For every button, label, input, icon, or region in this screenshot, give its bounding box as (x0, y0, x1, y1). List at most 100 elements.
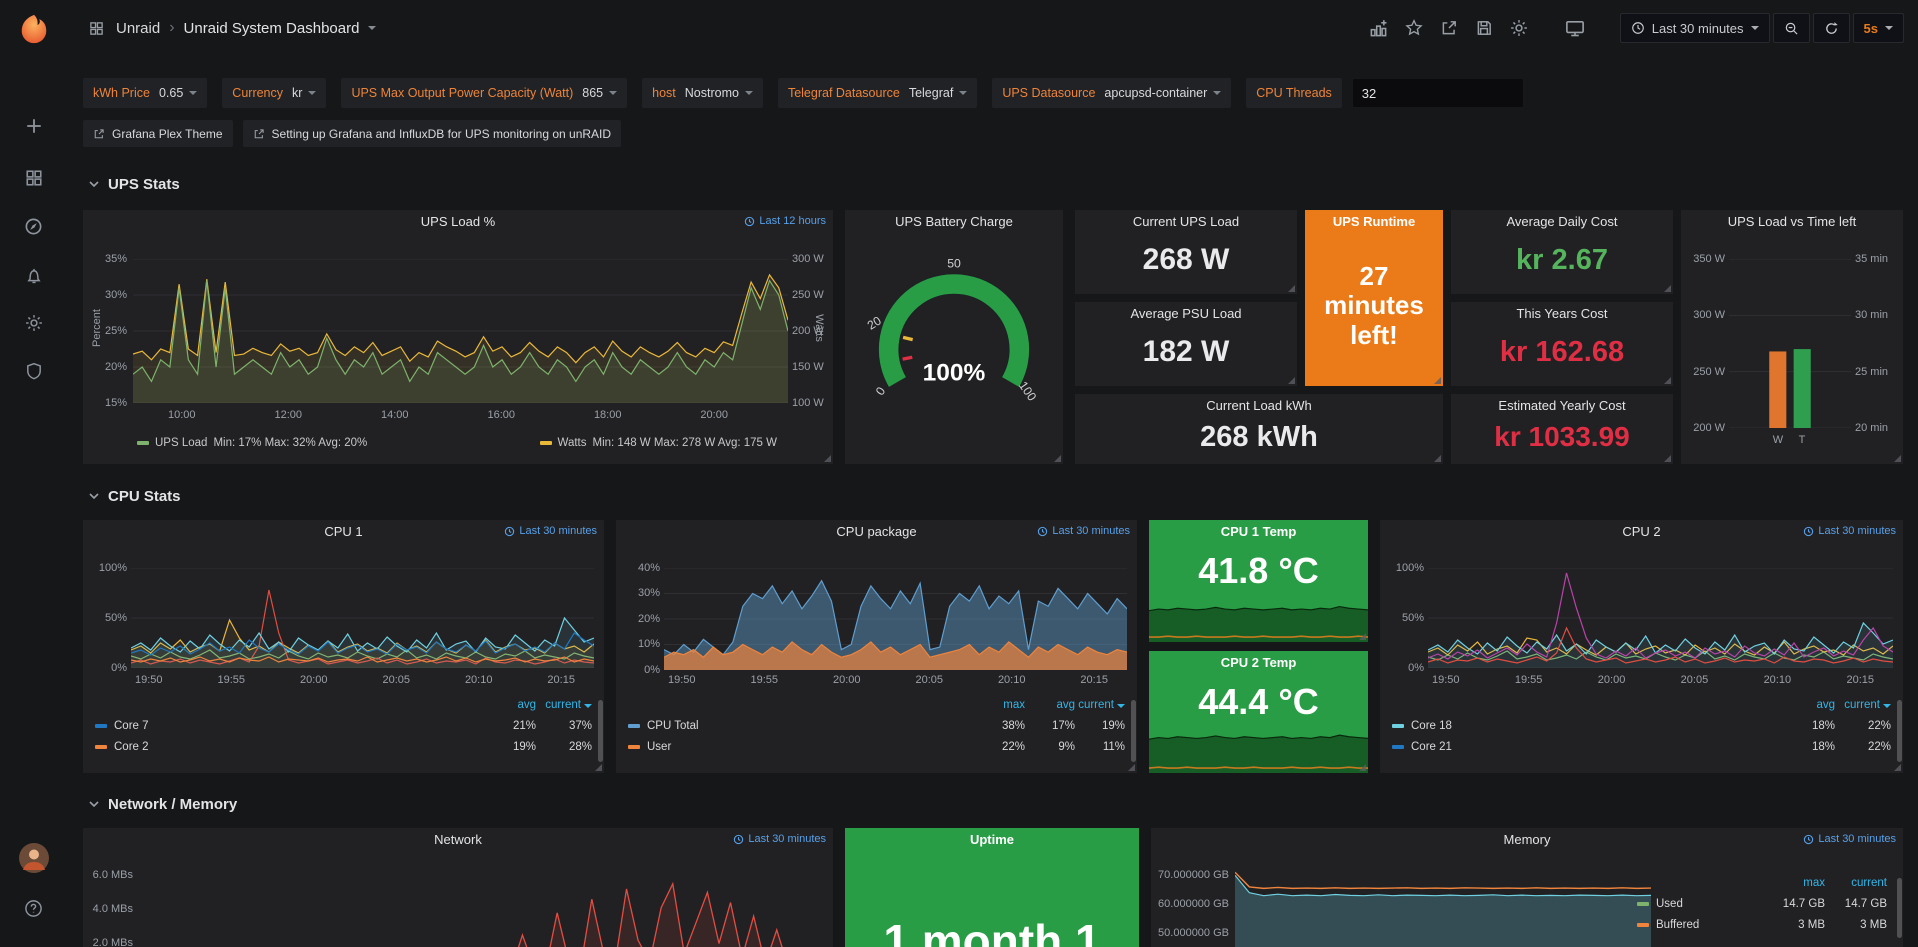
panel-title[interactable]: CPU 2 Temp (1220, 655, 1297, 670)
grafana-logo[interactable] (17, 12, 51, 46)
series-color-marker[interactable] (1392, 723, 1404, 728)
series-name[interactable]: Core 18 (1411, 719, 1452, 732)
time-picker-button[interactable]: Last 30 minutes (1619, 13, 1770, 43)
memory-chart[interactable] (1235, 848, 1651, 947)
panel-title[interactable]: CPU 1 Temp (1220, 524, 1297, 539)
row-header-cpu-stats[interactable]: CPU Stats (88, 484, 181, 508)
ups-load-chart[interactable] (133, 259, 788, 403)
panel-title[interactable]: UPS Runtime (1332, 214, 1416, 229)
series-color-marker[interactable] (1637, 901, 1649, 906)
series-name[interactable]: Watts (557, 437, 587, 449)
configuration-gear-icon[interactable] (21, 310, 47, 336)
dashboard-settings-gear-icon[interactable] (1508, 17, 1530, 39)
resize-handle[interactable] (1359, 633, 1366, 640)
resize-handle[interactable] (824, 455, 831, 462)
refresh-interval-button[interactable]: 5s (1852, 13, 1904, 43)
variable-kwh-price[interactable]: kWh Price 0.65 (83, 78, 208, 108)
legend-scrollbar[interactable] (1897, 700, 1902, 762)
legend-sort-current[interactable]: current (536, 699, 592, 711)
link-ups-monitoring-guide[interactable]: Setting up Grafana and InfluxDB for UPS … (242, 120, 622, 147)
resize-handle[interactable] (595, 764, 602, 771)
dashboard-title[interactable]: Unraid System Dashboard (183, 19, 360, 37)
series-color-marker[interactable] (95, 723, 107, 728)
panel-title[interactable]: CPU package (836, 524, 917, 539)
panel-title[interactable]: Estimated Yearly Cost (1498, 398, 1626, 413)
apps-grid-icon[interactable] (85, 17, 107, 39)
panel-title[interactable]: This Years Cost (1516, 306, 1608, 321)
legend-sort-avg[interactable]: avg (1056, 698, 1075, 711)
series-name[interactable]: UPS Load (155, 437, 208, 449)
series-color-marker[interactable] (95, 744, 107, 749)
legend-scrollbar[interactable] (1131, 700, 1136, 762)
save-icon[interactable] (1473, 17, 1495, 39)
resize-handle[interactable] (1288, 285, 1295, 292)
legend-sort-current[interactable]: current (1851, 876, 1887, 889)
legend-scrollbar[interactable] (598, 700, 603, 762)
series-name[interactable]: Used (1656, 897, 1683, 910)
dashboard-title-caret-icon[interactable] (368, 26, 377, 30)
legend-sort-current[interactable]: current (1075, 699, 1125, 711)
series-color-marker[interactable] (137, 441, 149, 445)
ups-load-time-bar-chart[interactable] (1729, 259, 1851, 428)
variable-telegraf-datasource[interactable]: Telegraf Datasource Telegraf (777, 78, 978, 108)
legend-sort-avg[interactable]: avg (517, 698, 536, 711)
panel-title[interactable]: Current Load kWh (1206, 398, 1312, 413)
breadcrumb-app[interactable]: Unraid (116, 19, 161, 37)
row-header-ups-stats[interactable]: UPS Stats (88, 172, 180, 196)
series-name[interactable]: Core 7 (114, 719, 149, 732)
panel-title[interactable]: Average PSU Load (1130, 306, 1242, 321)
alerting-bell-icon[interactable] (21, 262, 47, 288)
cpu2-chart[interactable] (1428, 568, 1893, 668)
resize-handle[interactable] (1434, 377, 1441, 384)
cpu-package-chart[interactable] (664, 568, 1127, 670)
variable-currency[interactable]: Currency kr (222, 78, 327, 108)
series-name[interactable]: Buffered (1656, 918, 1700, 931)
share-icon[interactable] (1438, 17, 1460, 39)
panel-title[interactable]: UPS Battery Charge (895, 214, 1013, 229)
variable-value[interactable]: kr (292, 86, 317, 100)
cpu1-chart[interactable] (131, 568, 594, 668)
series-name[interactable]: User (647, 740, 672, 753)
legend-scrollbar[interactable] (1897, 878, 1902, 938)
resize-handle[interactable] (1664, 455, 1671, 462)
panel-title[interactable]: CPU 2 (1622, 524, 1661, 539)
resize-handle[interactable] (1894, 764, 1901, 771)
explore-compass-icon[interactable] (21, 213, 47, 239)
network-chart[interactable] (141, 848, 823, 947)
user-avatar[interactable] (18, 843, 49, 873)
create-plus-icon[interactable] (21, 113, 47, 139)
dashboards-icon[interactable] (21, 165, 47, 191)
resize-handle[interactable] (1434, 455, 1441, 462)
series-name[interactable]: Core 21 (1411, 740, 1452, 753)
legend-sort-avg[interactable]: avg (1816, 698, 1835, 711)
refresh-button[interactable] (1812, 13, 1850, 43)
legend-sort-current[interactable]: current (1835, 699, 1891, 711)
panel-title[interactable]: Current UPS Load (1132, 214, 1240, 229)
variable-value[interactable]: Telegraf (909, 86, 968, 100)
resize-handle[interactable] (1054, 455, 1061, 462)
variable-value[interactable]: Nostromo (685, 86, 753, 100)
help-icon[interactable] (21, 895, 47, 921)
series-name[interactable]: Core 2 (114, 740, 149, 753)
star-icon[interactable] (1403, 17, 1425, 39)
series-color-marker[interactable] (628, 723, 640, 728)
series-color-marker[interactable] (628, 744, 640, 749)
resize-handle[interactable] (1288, 377, 1295, 384)
zoom-out-time-button[interactable] (1772, 13, 1810, 43)
row-header-network-memory[interactable]: Network / Memory (88, 792, 237, 816)
variable-value[interactable]: apcupsd-container (1104, 86, 1222, 100)
variable-ups-max-output[interactable]: UPS Max Output Power Capacity (Watt) 865 (341, 78, 628, 108)
resize-handle[interactable] (1664, 285, 1671, 292)
panel-title[interactable]: Network (434, 832, 482, 847)
add-panel-icon[interactable] (1368, 17, 1390, 39)
panel-title[interactable]: Average Daily Cost (1506, 214, 1618, 229)
panel-title[interactable]: Memory (1503, 832, 1551, 847)
variable-value[interactable]: 0.65 (159, 86, 198, 100)
legend-sort-max[interactable]: max (1003, 698, 1025, 711)
series-color-marker[interactable] (1637, 922, 1649, 927)
legend-sort-max[interactable]: max (1803, 876, 1825, 889)
link-grafana-plex-theme[interactable]: Grafana Plex Theme (83, 120, 233, 147)
resize-handle[interactable] (1128, 764, 1135, 771)
panel-title[interactable]: Uptime (969, 832, 1015, 847)
series-color-marker[interactable] (539, 441, 552, 445)
